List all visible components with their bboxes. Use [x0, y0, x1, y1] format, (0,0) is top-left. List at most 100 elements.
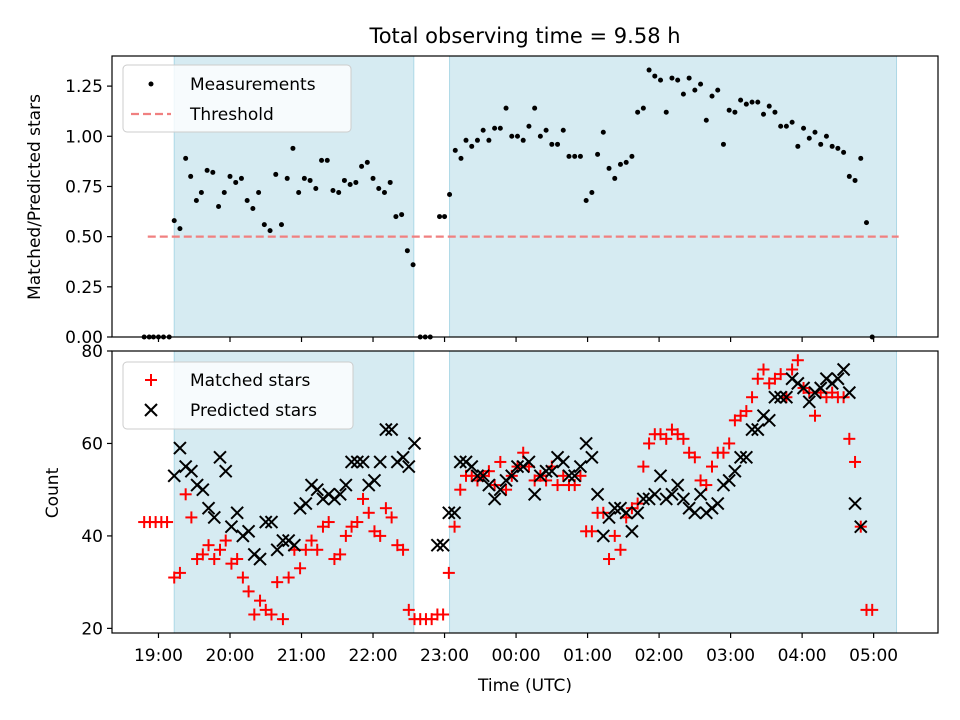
predicted-stars-point [173, 441, 187, 455]
top-ytick-label: 1.25 [65, 77, 103, 97]
matched-stars-point [688, 451, 701, 464]
predicted-stars-point [344, 455, 359, 469]
measurements-point [171, 218, 177, 224]
predicted-stars-point [625, 524, 639, 539]
measurements-point [720, 141, 726, 147]
matched-stars-point [849, 455, 862, 468]
measurements-point [589, 189, 595, 195]
matched-stars-point [242, 585, 255, 598]
measurements-point [692, 87, 698, 93]
measurements-point [606, 165, 612, 171]
predicted-stars-point [556, 455, 570, 469]
bottom-legend: Matched stars Predicted stars [122, 361, 354, 430]
predicted-stars-point [773, 390, 788, 404]
top-ytick-label: 0.75 [65, 177, 103, 197]
matched-stars-point [379, 502, 392, 515]
matched-stars-point [551, 479, 564, 492]
xtick-label: 20:00 [206, 646, 255, 666]
predicted-stars-point [207, 510, 221, 525]
predicted-stars-point [219, 464, 233, 478]
measurements-point [497, 125, 503, 131]
predicted-stars-point [573, 459, 588, 474]
measurements-point [583, 198, 589, 204]
measurements-point [359, 163, 365, 169]
matched-legend-marker [145, 374, 157, 386]
measurements-point [514, 133, 520, 139]
measurements-point [652, 73, 658, 79]
predicted-stars-point [453, 455, 467, 469]
matched-stars-point [397, 543, 410, 556]
predicted-stars-point [854, 519, 868, 534]
predicted-stars-point [567, 469, 582, 483]
predicted-stars-point [270, 543, 284, 557]
xtick-label: 19:00 [134, 646, 183, 666]
xtick-label: 00:00 [492, 646, 541, 666]
measurements-point [577, 153, 583, 159]
measurements-point [238, 175, 244, 181]
measurements-point [732, 109, 738, 115]
matched-stars-point [248, 608, 261, 621]
matched-stars-point [161, 516, 174, 529]
xtick-label: 22:00 [349, 646, 398, 666]
measurements-point [381, 189, 387, 195]
measurements-point [221, 189, 227, 195]
measurements-point [244, 198, 250, 204]
matched-stars-point [208, 553, 221, 566]
measurements-point [319, 157, 325, 163]
matched-stars-point [385, 511, 398, 524]
bottom-ylabel: Count [43, 467, 63, 518]
predicted-stars-point [201, 501, 216, 515]
measurements-point [806, 135, 812, 141]
predicted-stars-point [527, 487, 542, 502]
predicted-stars-point [356, 455, 370, 469]
bottom-ytick-label: 20 [81, 619, 103, 639]
top-ytick-label: 1.00 [65, 127, 103, 147]
matched-stars-point [751, 372, 764, 385]
matched-stars-point [677, 432, 690, 445]
predicted-stars-point [539, 464, 553, 478]
predicted-stars-point [630, 506, 645, 520]
matched-stars-point [437, 608, 450, 621]
predicted-stars-point [476, 469, 490, 483]
measurements-point [370, 175, 376, 181]
measurements-point [347, 181, 353, 187]
predicted-stars-point [762, 413, 776, 428]
matched-stars-point [299, 543, 312, 556]
measurements-point [549, 141, 555, 147]
measurements-point [572, 153, 578, 159]
predicted-stars-point [259, 515, 273, 529]
top-points [141, 67, 875, 340]
predicted-stars-point [487, 492, 502, 506]
matched-stars-point [339, 529, 352, 542]
top-ytick-label: 0.25 [65, 278, 103, 298]
matched-stars-point [706, 460, 719, 473]
predicted-stars-point [562, 469, 576, 483]
measurements-point [846, 173, 852, 179]
top-ytick-label: 0.00 [65, 328, 103, 348]
predicted-stars-point [384, 422, 399, 437]
predicted-stars-point [545, 464, 559, 478]
threshold-legend-label: Threshold [189, 105, 274, 125]
matched-stars-point [196, 548, 209, 561]
measurements-point [227, 173, 233, 179]
measurements-point [296, 189, 302, 195]
matched-stars-point [294, 562, 307, 575]
predicted-stars-point [848, 496, 862, 511]
matched-stars-point [740, 405, 753, 418]
measurements-point [761, 111, 767, 117]
measurements-point [646, 67, 652, 73]
measurements-point [669, 75, 675, 81]
predicted-stars-point [590, 487, 605, 502]
measurements-point [452, 147, 458, 153]
bottom-panel: 20 40 60 80 19:00 20:00 21:00 22:00 23:00 00:00 01… [43, 342, 939, 666]
figure-title: Total observing time = 9.58 h [368, 24, 680, 48]
predicted-stars-point [619, 506, 633, 520]
measurements-point [216, 204, 222, 210]
predicted-stars-point [688, 506, 702, 520]
matched-stars-point [173, 566, 186, 579]
measurements-point [812, 129, 818, 135]
measurements-point [663, 109, 669, 115]
predicted-stars-point [379, 422, 393, 437]
measurements-point [463, 137, 469, 143]
measurements-point [612, 175, 618, 181]
